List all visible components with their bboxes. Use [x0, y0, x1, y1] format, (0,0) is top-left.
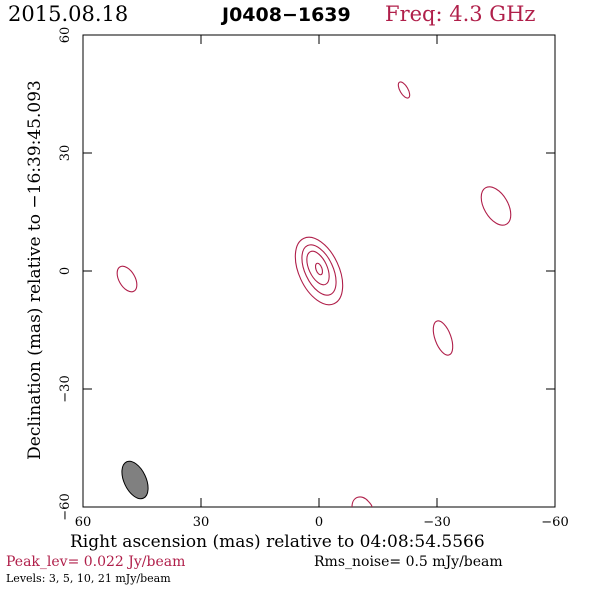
x-tick-label: −60: [541, 515, 568, 530]
beam-ellipse: [121, 460, 149, 500]
y-tick-label: −60: [58, 493, 73, 520]
contour-level-5: [301, 244, 337, 296]
observation-date: 2015.08.18: [8, 2, 129, 26]
x-tick-label: −30: [423, 515, 450, 530]
y-tick-label: −30: [58, 375, 73, 402]
plot-frame: [82, 34, 556, 508]
y-axis-label: Declination (mas) relative to −16:39:45.…: [25, 80, 45, 460]
contour-level-21: [314, 262, 324, 276]
y-tick-label: 0: [58, 267, 73, 275]
contours: [116, 81, 512, 508]
x-tick-label: 60: [75, 515, 92, 530]
contour-blob: [432, 320, 454, 356]
x-tick-label: 0: [315, 515, 323, 530]
contour-levels: Levels: 3, 5, 10, 21 mJy/beam: [6, 572, 171, 585]
rms-noise: Rms_noise= 0.5 mJy/beam: [314, 554, 503, 570]
tick-marks: [83, 35, 555, 507]
contour-blob: [480, 186, 512, 226]
y-tick-label: 30: [58, 145, 73, 162]
source-name: J0408−1639: [222, 4, 351, 26]
contour-blob: [116, 265, 138, 293]
frequency-label: Freq: 4.3 GHz: [385, 2, 536, 26]
y-tick-label: 60: [58, 27, 73, 44]
x-axis-label: Right ascension (mas) relative to 04:08:…: [70, 532, 485, 552]
contour-level-10: [306, 250, 330, 286]
contour-level-3: [294, 236, 344, 306]
peak-level: Peak_lev= 0.022 Jy/beam: [6, 554, 186, 570]
core-component: [294, 236, 344, 306]
contour-blob: [351, 496, 373, 508]
contour-blob: [397, 81, 411, 99]
x-tick-label: 30: [193, 515, 210, 530]
